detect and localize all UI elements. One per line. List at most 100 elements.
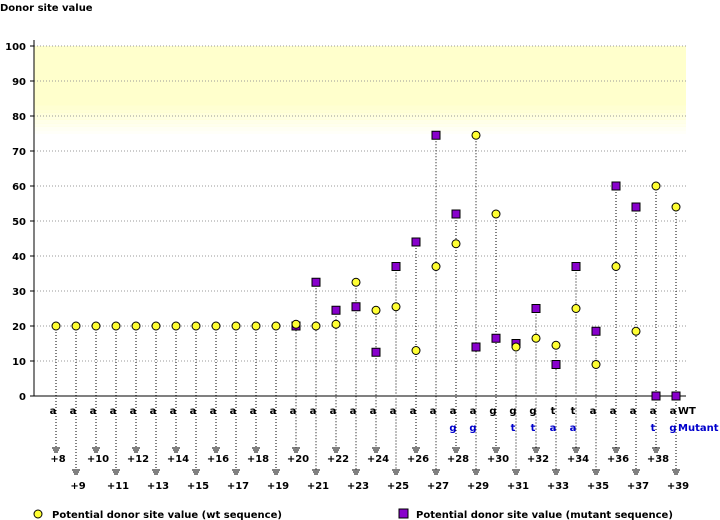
x-position-label: +26 xyxy=(407,454,429,465)
highlight-band-fade xyxy=(34,116,686,120)
wt-base-label: a xyxy=(350,406,357,417)
highlight-band-fade xyxy=(34,112,686,117)
wt-base-label: g xyxy=(489,406,496,417)
x-position-label: +9 xyxy=(70,481,85,492)
wt-base-label: a xyxy=(430,406,437,417)
y-tick-label: 60 xyxy=(12,182,26,193)
highlight-band-fade xyxy=(34,123,686,127)
wt-point xyxy=(571,304,581,313)
wt-base-label: a xyxy=(250,406,257,417)
legend-mutant-marker xyxy=(398,508,409,519)
legend: Potential donor site value (wt sequence)… xyxy=(33,508,673,520)
wt-base-label: g xyxy=(529,406,536,417)
wt-point xyxy=(671,202,681,212)
wt-base-label: a xyxy=(150,406,157,417)
y-tick-label: 70 xyxy=(12,147,26,158)
wt-point xyxy=(231,321,241,331)
wt-base-label: a xyxy=(270,406,277,417)
highlight-band-fade xyxy=(34,126,686,131)
mutant-point xyxy=(351,302,361,312)
wt-base-label: a xyxy=(230,406,237,417)
y-tick-label: 20 xyxy=(12,322,26,333)
wt-base-label: a xyxy=(310,406,317,417)
mutant-point xyxy=(531,304,541,313)
x-position-label: +19 xyxy=(267,481,289,492)
wt-point xyxy=(91,321,101,331)
legend-wt-label: Potential donor site value (wt sequence) xyxy=(52,510,282,520)
x-position-label: +16 xyxy=(207,454,229,465)
y-tick-label: 0 xyxy=(19,392,26,403)
mutant-point xyxy=(451,209,461,219)
wt-base-label: a xyxy=(450,406,457,417)
mutant-point xyxy=(651,391,661,401)
x-position-label: +29 xyxy=(467,481,489,492)
wt-base-label: a xyxy=(170,406,177,417)
x-position-label: +17 xyxy=(227,481,249,492)
wt-base-label: a xyxy=(210,406,217,417)
wt-point xyxy=(271,321,281,331)
wt-base-label: a xyxy=(390,406,397,417)
x-position-label: +28 xyxy=(447,454,469,465)
wt-point xyxy=(431,262,441,271)
mutant-point xyxy=(611,181,621,191)
wt-point xyxy=(631,326,641,336)
mutant-base-label: a xyxy=(570,423,577,434)
highlight-band-fade xyxy=(34,130,686,134)
mutant-base-label: t xyxy=(531,423,536,434)
wt-base-label: a xyxy=(590,406,597,417)
x-position-label: +15 xyxy=(187,481,209,492)
x-position-label: +36 xyxy=(607,454,629,465)
wt-base-label: g xyxy=(509,406,516,417)
wt-point xyxy=(551,340,561,350)
wt-base-label: a xyxy=(610,406,617,417)
y-tick-label: 100 xyxy=(5,42,26,53)
mutant-point xyxy=(491,333,501,343)
y-tick-label: 40 xyxy=(12,252,26,263)
x-position-label: +24 xyxy=(367,454,389,465)
mutant-row-label: Mutant xyxy=(678,423,719,434)
x-labels: a +8 a +9 a +10 a +11 a +12 a +13 a +14 a +15 a +16 a +17 a +… xyxy=(50,406,719,492)
x-position-label: +32 xyxy=(527,454,549,465)
x-position-label: +38 xyxy=(647,454,669,465)
wt-base-label: a xyxy=(110,406,117,417)
wt-row-label: WT xyxy=(678,406,696,417)
mutant-point xyxy=(331,305,341,315)
wt-base-label: a xyxy=(630,406,637,417)
wt-base-label: a xyxy=(130,406,137,417)
wt-point xyxy=(491,209,501,219)
wt-point xyxy=(391,302,401,312)
wt-base-label: a xyxy=(70,406,77,417)
mutant-base-label: g xyxy=(449,423,456,434)
wt-base-label: a xyxy=(410,406,417,417)
wt-point xyxy=(531,333,541,343)
mutant-base-label: t xyxy=(651,423,656,434)
x-position-label: +39 xyxy=(667,481,689,492)
stems xyxy=(55,135,677,470)
x-position-label: +10 xyxy=(87,454,109,465)
x-position-label: +31 xyxy=(507,481,529,492)
mutant-base-label: a xyxy=(550,423,557,434)
mutant-point xyxy=(671,391,681,401)
wt-point xyxy=(291,319,301,329)
wt-base-label: a xyxy=(670,406,677,417)
mutant-point xyxy=(431,130,441,140)
mutant-point xyxy=(311,277,321,287)
wt-point xyxy=(451,239,461,249)
mutant-point xyxy=(591,326,601,336)
x-position-label: +13 xyxy=(147,481,169,492)
mutant-point xyxy=(391,262,401,271)
legend-mutant-label: Potential donor site value (mutant seque… xyxy=(416,510,673,520)
y-tick-label: 30 xyxy=(12,287,26,298)
x-position-label: +22 xyxy=(327,454,349,465)
x-position-label: +12 xyxy=(127,454,149,465)
wt-point xyxy=(51,321,61,331)
y-axis-title: Donor site value xyxy=(0,3,93,14)
wt-point xyxy=(211,321,221,331)
wt-base-label: a xyxy=(330,406,337,417)
wt-base-label: a xyxy=(650,406,657,417)
y-ticks: 0 10 20 30 40 50 60 70 80 90 100 xyxy=(5,42,34,403)
wt-point xyxy=(311,321,321,331)
x-position-label: +14 xyxy=(167,454,189,465)
x-position-label: +8 xyxy=(50,454,65,465)
